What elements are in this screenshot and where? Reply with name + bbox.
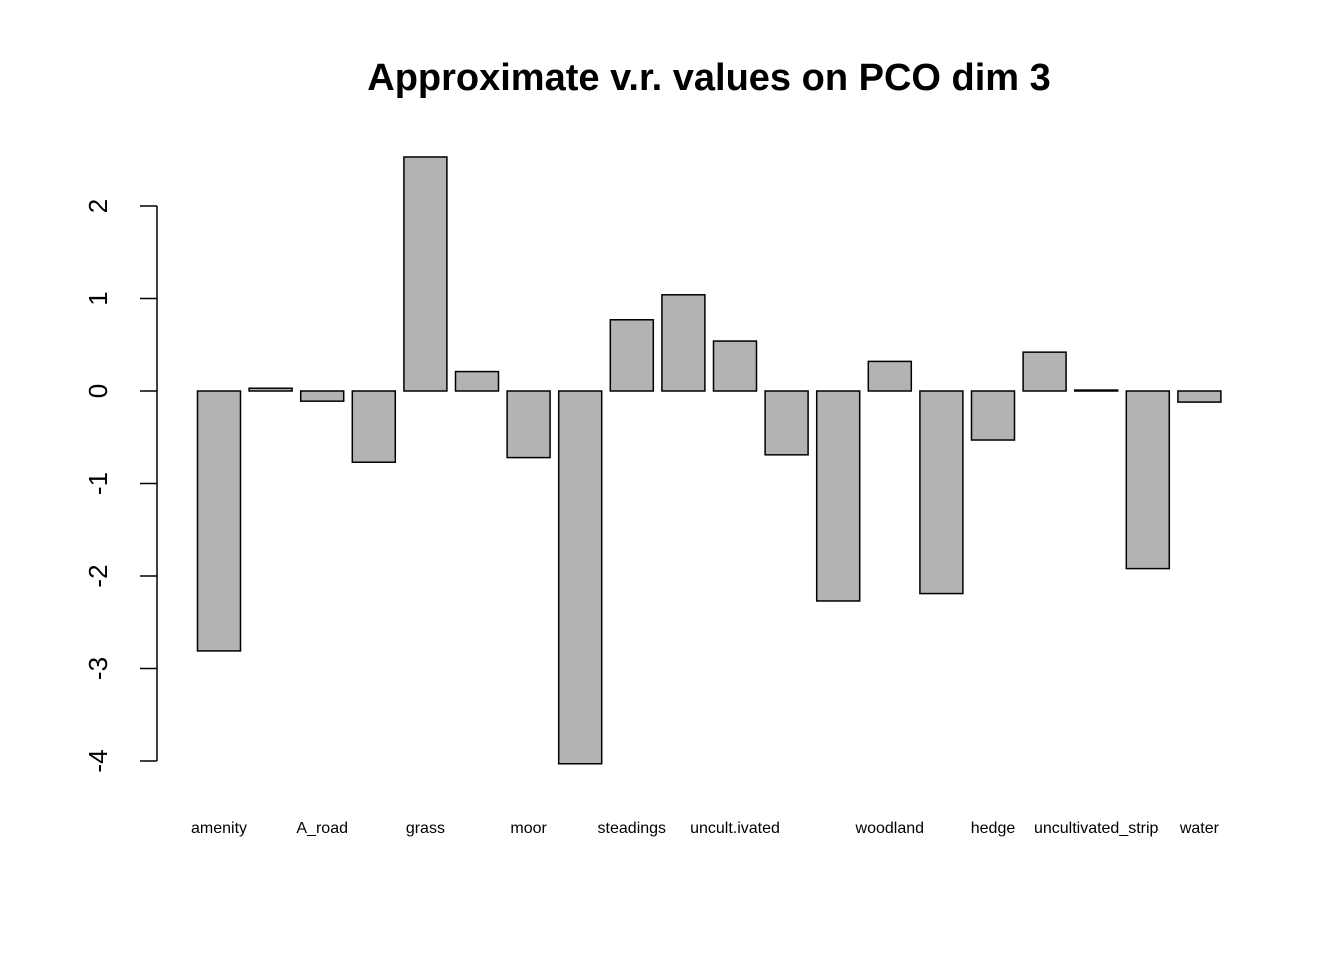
x-tick-label: steadings [598, 820, 667, 837]
bar [1073, 389, 1119, 392]
bar [609, 319, 655, 392]
x-tick-label: uncultivated_strip [1034, 820, 1159, 837]
y-tick-label: 2 [83, 199, 113, 213]
bar [970, 390, 1016, 441]
bar [1125, 390, 1171, 570]
bar [454, 370, 500, 392]
y-tick-label: -1 [83, 472, 113, 495]
x-tick-label: woodland [855, 820, 925, 837]
chart-title: Approximate v.r. values on PCO dim 3 [367, 57, 1051, 99]
x-tick-label: amenity [191, 820, 247, 837]
x-tick-label: uncult.ivated [690, 820, 780, 837]
x-tick-label: water [1179, 820, 1220, 837]
bar [661, 294, 706, 392]
bar [867, 360, 913, 392]
bar [919, 390, 964, 595]
bar [557, 390, 603, 765]
y-tick-label: -2 [83, 564, 113, 587]
x-tick-label: A_road [296, 820, 348, 837]
y-tick-label: 1 [83, 291, 113, 305]
bar [299, 390, 345, 402]
bar [1177, 390, 1222, 403]
bar [196, 390, 242, 652]
bar [1022, 351, 1067, 392]
y-tick-label: -4 [83, 749, 113, 772]
bar [815, 390, 861, 602]
bar [712, 340, 758, 392]
bar [764, 390, 809, 456]
bar [248, 387, 293, 392]
bar [351, 390, 397, 463]
x-tick-label: grass [406, 820, 445, 837]
x-tick-label: moor [510, 820, 547, 837]
bar [506, 390, 551, 459]
x-tick-label: hedge [971, 820, 1016, 837]
y-tick-label: -3 [83, 657, 113, 680]
y-tick-label: 0 [83, 384, 113, 398]
bar [403, 156, 448, 392]
